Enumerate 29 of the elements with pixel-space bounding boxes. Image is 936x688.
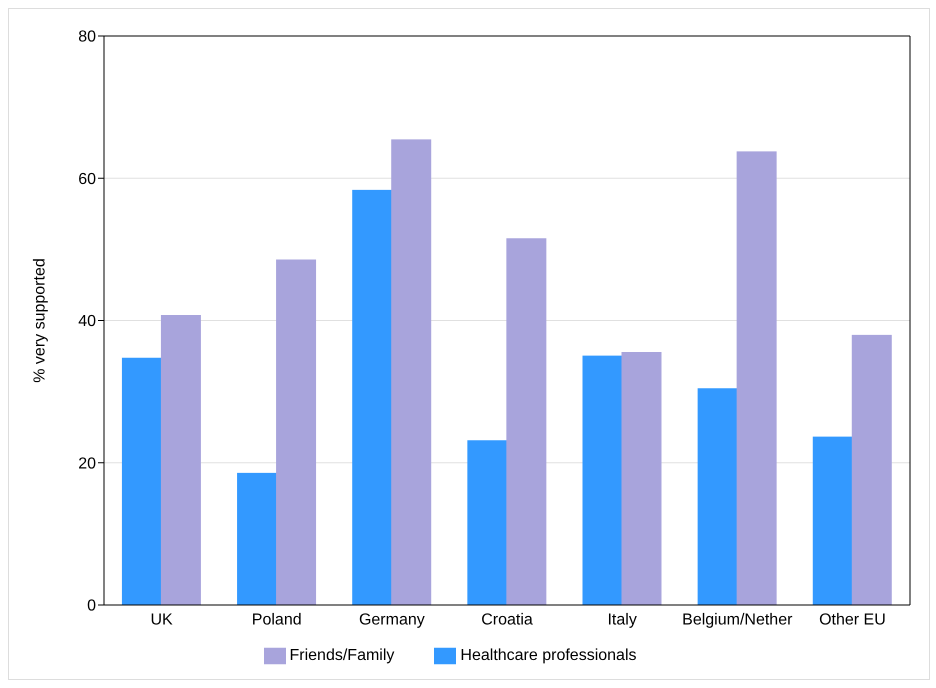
bar (736, 151, 777, 605)
bar (506, 238, 546, 605)
y-axis-title: % very supported (32, 258, 49, 383)
x-tick-label: UK (150, 611, 174, 628)
legend-label: Friends/Family (290, 647, 394, 664)
x-tick-label: Germany (358, 611, 425, 628)
legend-label: Healthcare professionals (460, 647, 636, 664)
y-tick-label: 40 (78, 313, 96, 330)
x-tick-label: Croatia (481, 611, 533, 628)
bar (122, 358, 162, 605)
bar (812, 436, 853, 605)
y-tick-label: 60 (78, 170, 96, 188)
bar (352, 190, 392, 605)
bar (276, 260, 316, 605)
bar (582, 356, 622, 605)
bar (852, 334, 892, 605)
y-tick-label: 0 (87, 598, 96, 615)
y-tick-label: 20 (78, 455, 96, 472)
bar (391, 139, 432, 605)
x-tick-label: Other EU (819, 611, 886, 628)
bar (621, 352, 662, 605)
bar (160, 315, 201, 605)
x-tick-label: Poland (252, 611, 302, 628)
bar (467, 440, 508, 605)
x-tick-label: Belgium/Nether (682, 611, 794, 628)
bar (698, 388, 738, 605)
x-tick-label: Italy (607, 611, 637, 628)
y-tick-label: 80 (78, 28, 96, 46)
bar (237, 472, 278, 605)
